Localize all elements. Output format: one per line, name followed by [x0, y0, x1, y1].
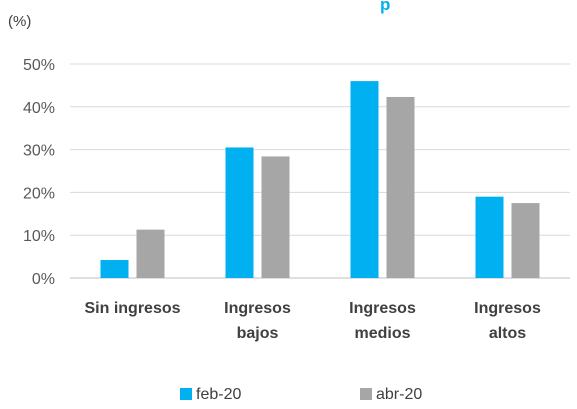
legend-swatch-abr-20 — [360, 388, 372, 400]
legend-swatch-feb-20 — [180, 388, 192, 400]
chart-title-fragment: p — [380, 0, 390, 14]
legend-label-feb-20: feb-20 — [196, 386, 241, 403]
x-category-label: Ingresos medios — [349, 300, 416, 342]
x-category-label-line: Ingresos — [474, 300, 541, 317]
bars — [100, 81, 540, 279]
y-tick-label: 40% — [23, 100, 55, 117]
legend: feb-20 abr-20 — [180, 386, 422, 403]
bar-abr-20-1 — [261, 156, 290, 278]
x-category-label: Sin ingresos — [84, 300, 180, 317]
y-axis-ticks: 0% 10% 20% 30% 40% 50% — [23, 57, 55, 288]
bar-abr-20-2 — [386, 96, 415, 279]
x-category-label-line: bajos — [237, 325, 279, 342]
x-category-label: Ingresos bajos — [224, 300, 291, 342]
bar-feb-20-2 — [350, 81, 379, 279]
bar-abr-20-3 — [511, 203, 540, 278]
bar-feb-20-1 — [225, 147, 254, 278]
y-tick-label: 50% — [23, 57, 55, 74]
x-category-label-line: altos — [489, 325, 526, 342]
bar-abr-20-0 — [136, 229, 165, 278]
x-category-label: Ingresos altos — [474, 300, 541, 342]
y-unit-label: (%) — [8, 13, 31, 30]
x-category-label-line: Ingresos — [349, 300, 416, 317]
y-tick-label: 30% — [23, 143, 55, 160]
legend-label-abr-20: abr-20 — [376, 386, 422, 403]
x-category-label-line: Sin ingresos — [84, 300, 180, 317]
x-category-label-line: medios — [354, 325, 410, 342]
y-tick-label: 10% — [23, 228, 55, 245]
bar-feb-20-0 — [100, 260, 129, 278]
x-category-label-line: Ingresos — [224, 300, 291, 317]
y-tick-label: 20% — [23, 185, 55, 202]
y-tick-label: 0% — [32, 271, 55, 288]
bar-feb-20-3 — [475, 196, 504, 278]
